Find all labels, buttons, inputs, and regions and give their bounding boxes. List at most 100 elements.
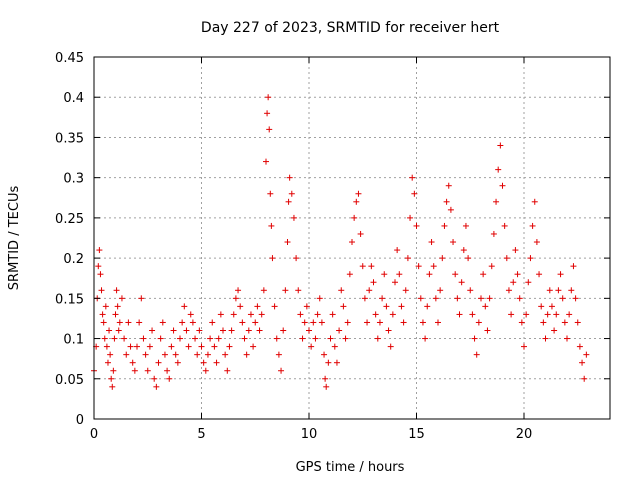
data-point: [478, 295, 484, 302]
data-point: [243, 351, 250, 358]
data-point: [546, 287, 553, 294]
data-point: [484, 327, 491, 334]
data-point: [297, 311, 304, 318]
data-point: [285, 198, 292, 205]
data-point: [155, 359, 162, 366]
data-point: [473, 351, 480, 358]
data-point: [331, 343, 338, 350]
data-point: [108, 375, 115, 382]
data-point: [258, 311, 265, 318]
data-point: [516, 295, 523, 302]
data-point: [266, 126, 273, 133]
data-point: [536, 271, 543, 278]
data-point: [392, 279, 398, 286]
data-point: [101, 335, 108, 342]
data-point: [338, 287, 345, 294]
y-tick-label: 0.3: [63, 172, 84, 187]
data-point: [482, 303, 489, 310]
data-point: [310, 319, 317, 326]
data-point: [441, 222, 448, 229]
data-point: [454, 295, 461, 302]
data-point: [574, 319, 581, 326]
axis-ticks: [93, 56, 610, 420]
data-point: [469, 311, 476, 318]
data-point: [194, 351, 201, 358]
data-point: [187, 311, 194, 318]
data-point: [327, 335, 334, 342]
data-point: [224, 367, 231, 374]
data-point: [497, 142, 504, 149]
data-point: [340, 303, 347, 310]
data-point: [140, 335, 147, 342]
data-point: [409, 174, 416, 181]
data-point: [581, 375, 588, 382]
y-axis-label: SRMTID / TECUs: [7, 186, 22, 291]
data-point: [439, 255, 446, 262]
data-point: [566, 311, 573, 318]
data-point: [96, 247, 103, 254]
data-point: [115, 327, 122, 334]
x-tick-label: 20: [516, 427, 533, 442]
data-point: [232, 295, 239, 302]
plot-frame: [93, 56, 611, 420]
data-point: [336, 327, 343, 334]
data-point: [116, 319, 123, 326]
data-point: [366, 287, 373, 294]
data-point: [136, 319, 143, 326]
data-point: [428, 239, 435, 246]
data-point: [456, 311, 463, 318]
data-point: [372, 311, 379, 318]
data-point: [424, 303, 431, 310]
data-point: [385, 327, 392, 334]
data-point: [254, 303, 261, 310]
data-point: [357, 230, 364, 237]
data-point: [103, 343, 110, 350]
data-point: [228, 327, 235, 334]
y-tick-label: 0.4: [63, 91, 84, 106]
data-point: [211, 343, 218, 350]
data-point: [129, 359, 136, 366]
data-point: [381, 271, 388, 278]
data-point: [568, 287, 575, 294]
data-point: [389, 311, 396, 318]
y-tick-label: 0.35: [55, 131, 84, 146]
data-point: [529, 222, 536, 229]
data-point: [501, 222, 508, 229]
data-point: [396, 271, 403, 278]
data-point: [488, 263, 495, 270]
data-point: [450, 239, 457, 246]
data-point: [346, 271, 353, 278]
data-point: [301, 319, 308, 326]
data-point: [275, 351, 282, 358]
data-point: [222, 351, 229, 358]
data-point: [239, 319, 246, 326]
data-point: [376, 319, 383, 326]
data-point: [170, 327, 177, 334]
data-point: [138, 295, 145, 302]
data-point: [256, 327, 263, 334]
grid-lines: [94, 57, 610, 419]
y-tick-label: 0.25: [55, 212, 84, 227]
data-point: [185, 343, 192, 350]
y-tick-label: 0.05: [55, 373, 84, 388]
data-point: [247, 311, 254, 318]
data-point: [97, 271, 104, 278]
data-point: [278, 367, 285, 374]
data-point: [271, 303, 278, 310]
data-point: [177, 335, 183, 342]
data-point: [325, 359, 332, 366]
data-point: [237, 303, 244, 310]
data-point: [288, 190, 295, 197]
data-point: [510, 279, 517, 286]
data-point: [548, 303, 555, 310]
data-point: [402, 287, 409, 294]
data-point: [144, 367, 151, 374]
data-point: [486, 295, 493, 302]
data-point: [551, 327, 558, 334]
data-point: [290, 214, 297, 221]
data-point: [252, 319, 259, 326]
data-point: [273, 335, 280, 342]
data-point: [200, 359, 207, 366]
data-point: [241, 335, 248, 342]
